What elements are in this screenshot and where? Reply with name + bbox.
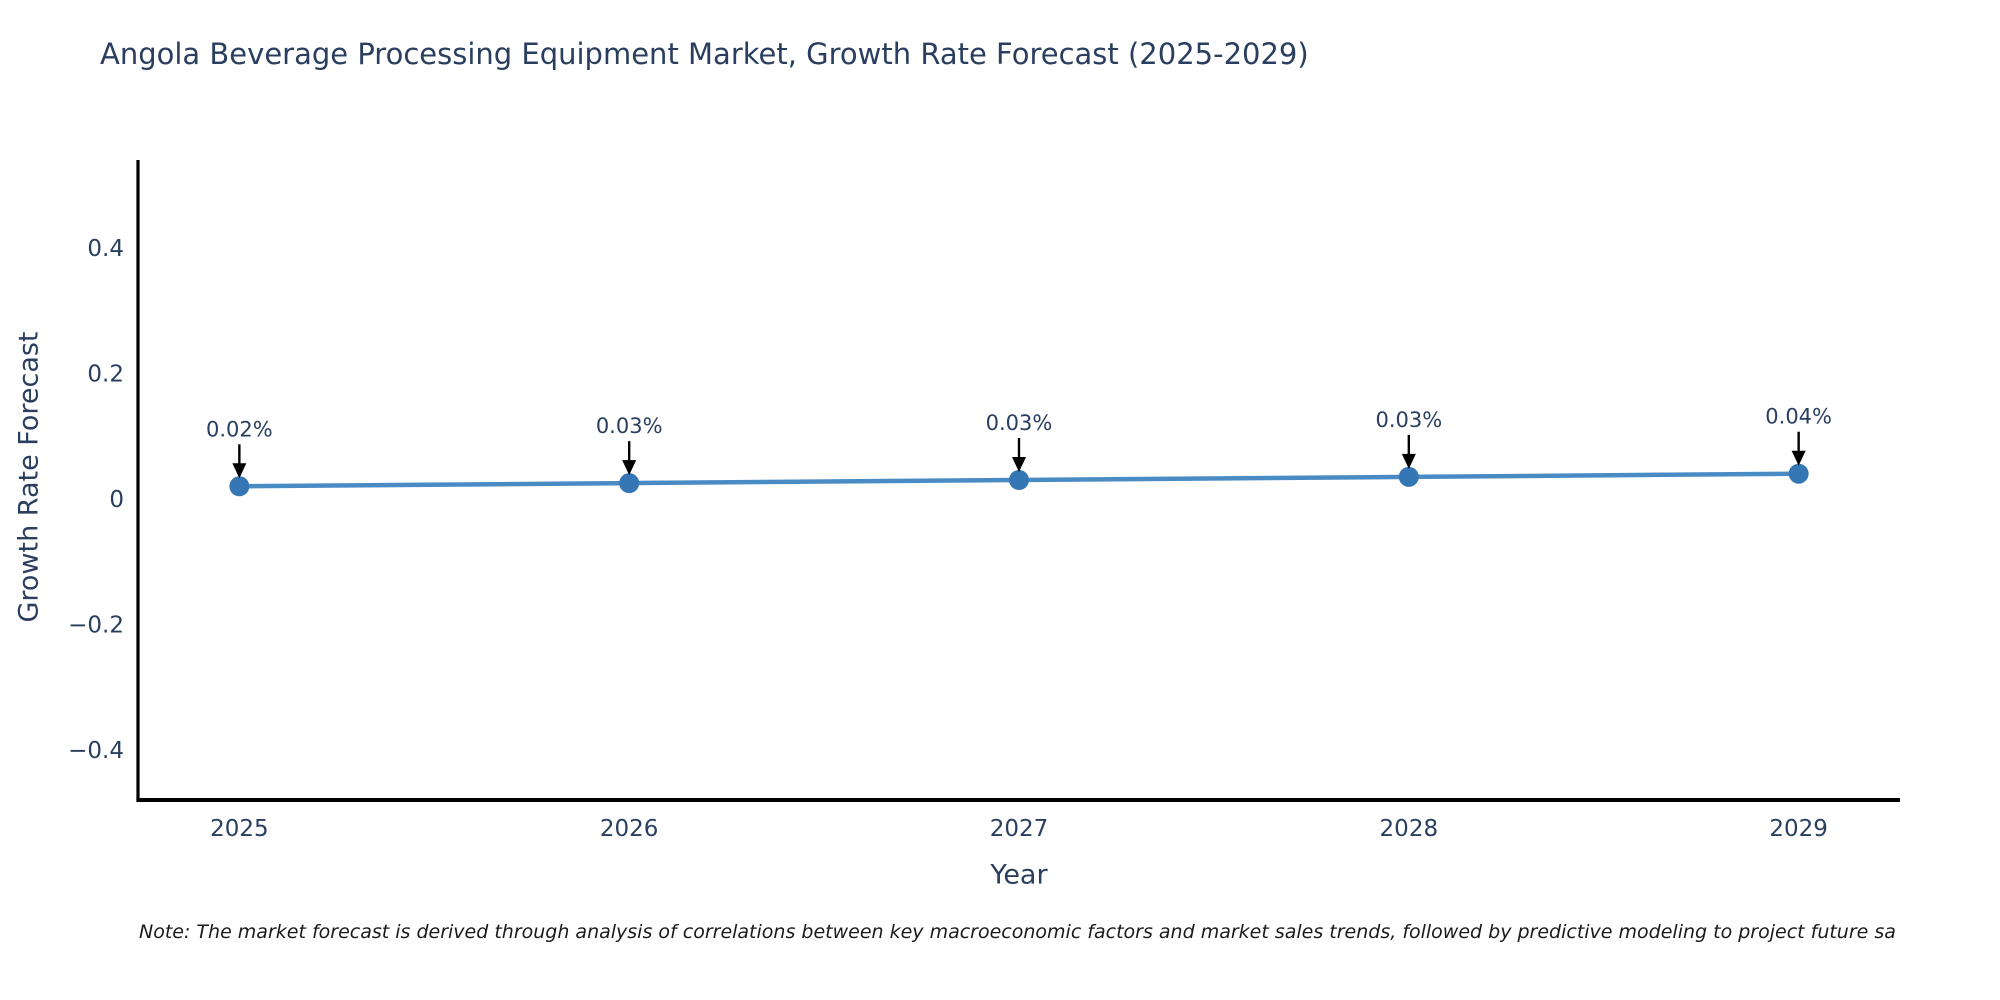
data-point-marker [1398,466,1419,487]
data-point-marker [229,476,250,497]
y-tick-label: 0.4 [87,236,124,262]
y-axis-label: Growth Rate Forecast [13,331,45,623]
annotation-arrow-head [1012,457,1026,472]
annotation-label: 0.03% [986,411,1053,435]
annotation-label: 0.04% [1765,405,1832,429]
chart-title: Angola Beverage Processing Equipment Mar… [100,37,1309,71]
y-tick-label: −0.4 [68,738,124,764]
y-tick-label: 0 [109,487,124,513]
data-point-marker [619,473,640,494]
annotation-label: 0.03% [596,414,663,438]
annotation-arrow-head [1401,453,1416,469]
annotation-label: 0.03% [1375,408,1442,432]
data-point-marker [1788,463,1809,484]
x-tick-label: 2025 [210,816,269,842]
y-tick-label: −0.2 [68,612,124,638]
x-tick-label: 2026 [600,816,659,842]
footnote: Note: The market forecast is derived thr… [139,921,1896,943]
annotation-label: 0.02% [206,417,273,441]
x-tick-label: 2027 [990,816,1049,842]
data-point-marker [1009,470,1029,490]
y-tick-label: 0.2 [87,361,124,387]
x-tick-label: 2029 [1769,816,1828,842]
x-axis-label: Year [990,859,1048,891]
annotation-arrow-head [1791,450,1806,466]
annotation-arrow-head [232,463,247,479]
x-tick-label: 2028 [1380,816,1439,842]
annotation-arrow-head [622,460,637,476]
